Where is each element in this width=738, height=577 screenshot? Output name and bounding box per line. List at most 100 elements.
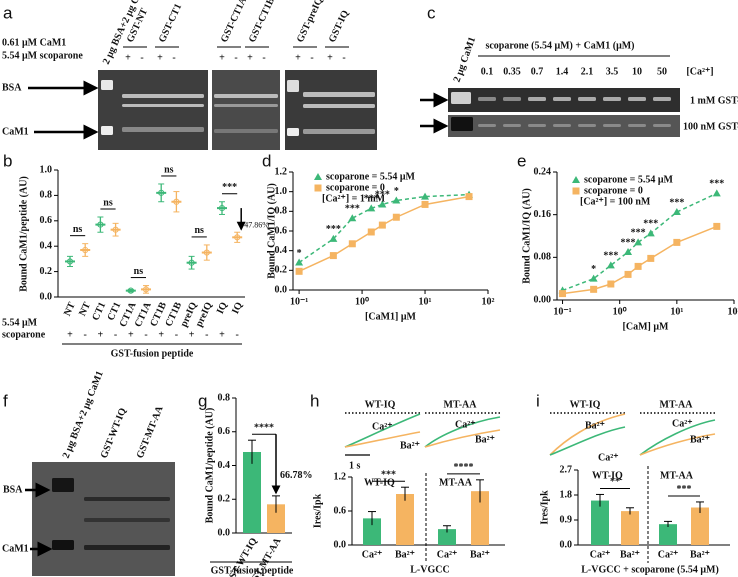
concentration: 0.1 <box>481 66 494 77</box>
gel-band <box>214 129 278 133</box>
sign: + <box>98 329 104 340</box>
significance: *** <box>669 197 684 208</box>
y-tick-label: 1.2 <box>275 166 288 177</box>
data-point <box>634 238 643 246</box>
sign: - <box>262 52 265 63</box>
y-tick-label: 0.8 <box>40 190 53 201</box>
ion-label: Ba²⁺ <box>585 420 605 431</box>
x-tick-label: 10¹ <box>670 306 683 317</box>
sign: - <box>84 329 87 340</box>
mean-dot <box>218 205 226 212</box>
legend-marker <box>314 173 322 180</box>
x-tick-label: 10⁻¹ <box>553 306 571 317</box>
gel-band <box>214 104 278 107</box>
data-point <box>559 290 567 298</box>
sign: - <box>140 52 143 63</box>
x-tick-label: IQ <box>230 300 245 315</box>
concentration: 10 <box>632 66 642 77</box>
panel-letter: d <box>262 151 271 170</box>
y-tick-label: 0.24 <box>534 166 552 177</box>
ion-label: Ba²⁺ <box>400 440 420 451</box>
significance: * <box>591 264 596 275</box>
x-tick-label: Ba²⁺ <box>620 549 640 560</box>
mean-dot <box>234 234 241 241</box>
data-point <box>421 192 430 200</box>
gel-band <box>528 124 546 127</box>
legend-label: scoparone = 0 <box>326 182 385 193</box>
panel-letter: b <box>3 151 12 170</box>
y-tick-label: 0.0 <box>334 539 347 550</box>
sign: + <box>125 52 131 63</box>
data-point <box>329 234 338 242</box>
significance: *** <box>603 251 618 262</box>
gel-band <box>503 124 521 127</box>
concentration: 1.4 <box>556 66 569 77</box>
header: scoparone (5.54 μM) + CaM1 (μM) <box>485 40 634 51</box>
significance: **** <box>254 422 274 433</box>
sign: - <box>205 329 208 340</box>
gel-band <box>122 127 204 132</box>
significance: *** <box>326 224 341 235</box>
data-point <box>624 248 633 255</box>
gel-band <box>101 126 113 135</box>
gel <box>98 70 208 150</box>
significance: *** <box>709 179 724 190</box>
condition-label: [Ca²⁺] = 1 mM <box>322 193 386 204</box>
sign: + <box>219 329 225 340</box>
data-point <box>329 252 337 260</box>
sign: + <box>295 52 301 63</box>
data-point <box>607 280 615 288</box>
significance: * <box>297 248 302 259</box>
mean-dot <box>127 287 134 294</box>
x-tick-label: NT <box>77 300 93 318</box>
y-tick-label: 0.6 <box>218 426 231 437</box>
gel-band <box>628 97 646 101</box>
significance: * <box>394 186 399 197</box>
gel-band <box>303 92 375 97</box>
ion-label: Ba²⁺ <box>690 434 710 445</box>
x-tick-label: 10⁰ <box>613 306 627 317</box>
data-point <box>348 214 357 222</box>
data-point <box>392 196 401 204</box>
significance: ns <box>134 266 144 277</box>
panel-letter: f <box>3 391 8 410</box>
bar <box>438 529 456 545</box>
x-tick-label: Ca²⁺ <box>590 549 611 560</box>
significance: *** <box>643 219 658 230</box>
bar <box>621 511 639 545</box>
mean-dot <box>97 221 104 228</box>
significance: *** <box>222 182 237 193</box>
percent-change: 66.78% <box>280 470 313 481</box>
y-axis-label: Ires/Ipk <box>312 493 323 528</box>
concentration: 0.35 <box>503 66 521 77</box>
significance: *** <box>631 228 646 239</box>
significance: ns <box>164 164 174 175</box>
sign: - <box>114 329 117 340</box>
x-tick-label: 10² <box>482 296 495 307</box>
y-tick-label: 2.7 <box>560 464 573 475</box>
x-tick-label: Ba²⁺ <box>470 549 490 560</box>
ion-label: Ca²⁺ <box>455 419 476 430</box>
lane-label: GST-CT1B <box>247 0 277 44</box>
y-tick-label: 0.9 <box>560 514 573 525</box>
data-point <box>606 261 615 269</box>
gel-band <box>52 478 74 492</box>
data-point <box>367 204 376 212</box>
x-tick-label: 10⁰ <box>355 296 369 307</box>
x-tick-label: 10² <box>728 306 738 317</box>
y-tick-label: 1.0 <box>40 164 53 175</box>
y-tick-label: 0.0 <box>560 539 573 550</box>
sign: - <box>144 329 147 340</box>
gel-band <box>553 97 571 101</box>
trace-title: WT-IQ <box>365 399 396 410</box>
ion-label: Ca²⁺ <box>598 452 619 463</box>
concentration: 0.7 <box>531 66 544 77</box>
gel-band <box>478 97 496 101</box>
gel-band <box>52 540 74 550</box>
gel-band <box>553 124 571 127</box>
x-tick-label: Ca²⁺ <box>437 549 458 560</box>
group-label: MT-AA <box>660 470 694 481</box>
data-point <box>348 240 356 248</box>
y-tick-label: 0.6 <box>40 215 53 226</box>
row-label: 100 nM GST-IQ <box>683 121 738 132</box>
